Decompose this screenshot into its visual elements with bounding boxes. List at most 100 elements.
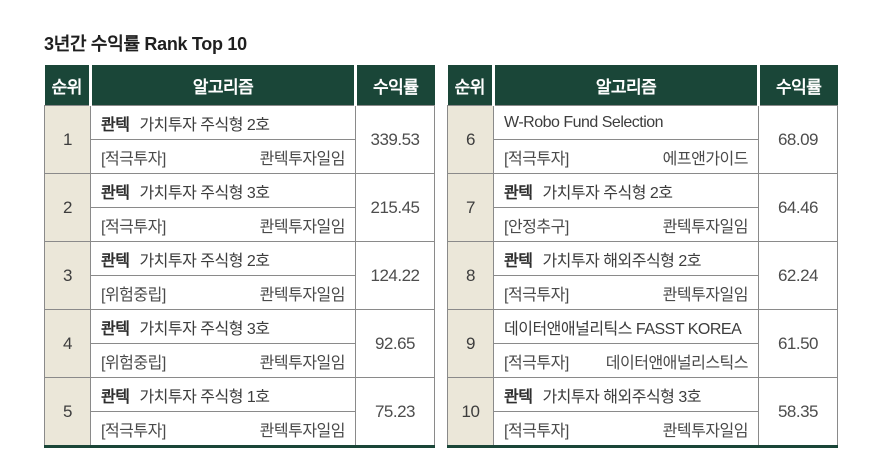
algorithm-detail-cell: [적극투자] 콴텍투자일임 (493, 411, 759, 447)
brand-label: 콴텍 (101, 388, 130, 406)
col-header-algorithm: 알고리즘 (492, 65, 759, 106)
brand-label: 콴텍 (101, 320, 130, 338)
algorithm-name-cell: 콴텍 가치투자 주식형 2호 (90, 241, 356, 276)
rank-cell: 6 (447, 105, 494, 174)
brand-label: 콴텍 (101, 116, 130, 134)
col-header-return: 수익률 (757, 65, 838, 106)
col-header-rank: 순위 (44, 65, 91, 106)
table-row: 9 데이터앤애널리틱스 FASST KOREA 61.50 (447, 309, 838, 378)
fund-name: 가치투자 주식형 2호 (139, 252, 270, 270)
return-value-cell: 68.09 (758, 105, 838, 174)
fund-name: 가치투자 주식형 3호 (139, 320, 270, 338)
col-header-rank: 순위 (447, 65, 494, 106)
provider-label: 콴텍투자일임 (259, 286, 346, 304)
table-row: 7 콴텍 가치투자 주식형 2호 64.46 (447, 173, 838, 242)
rank-cell: 10 (447, 377, 494, 447)
fund-name: 가치투자 주식형 3호 (139, 184, 270, 202)
rank-cell: 8 (447, 241, 494, 310)
brand-label: 콴텍 (101, 184, 130, 202)
rank-cell: 5 (44, 377, 91, 447)
provider-label: 콴텍투자일임 (662, 218, 749, 236)
return-value-cell: 58.35 (758, 377, 838, 447)
algorithm-detail-cell: [적극투자] 콴텍투자일임 (90, 207, 356, 242)
algorithm-name-cell: 콴텍 가치투자 주식형 3호 (90, 173, 356, 208)
provider-label: 콴텍투자일임 (259, 218, 346, 236)
rank-cell: 9 (447, 309, 494, 378)
table-row: 1 콴텍 가치투자 주식형 2호 339.53 (44, 105, 435, 174)
risk-type-label: [안정추구] (504, 218, 569, 236)
fund-name: 가치투자 해외주식형 2호 (542, 252, 701, 270)
provider-label: 콴텍투자일임 (662, 422, 749, 440)
algorithm-detail-cell: [적극투자] 콴텍투자일임 (90, 411, 356, 447)
fund-name: 데이터앤애널리틱스 FASST KOREA (504, 320, 742, 338)
table-row: 3 콴텍 가치투자 주식형 2호 124.22 (44, 241, 435, 310)
risk-type-label: [위험중립] (101, 286, 166, 304)
risk-type-label: [적극투자] (101, 218, 166, 236)
table-row-detail: [적극투자] 데이터앤애널리스틱스 (448, 343, 838, 378)
fund-name: 가치투자 주식형 1호 (139, 388, 270, 406)
algorithm-name-cell: 콴텍 가치투자 주식형 2호 (493, 173, 759, 208)
table-row: 8 콴텍 가치투자 해외주식형 2호 62.24 (447, 241, 838, 310)
algorithm-detail-cell: [적극투자] 에프앤가이드 (493, 139, 759, 174)
algorithm-detail-cell: [위험중립] 콴텍투자일임 (90, 275, 356, 310)
algorithm-name-cell: W-Robo Fund Selection (493, 105, 759, 140)
rank-table-left: 순위 알고리즘 수익률 1 콴텍 가치투자 주식형 2호 339.53 [적극투자… (44, 65, 435, 448)
table-row: 10 콴텍 가치투자 해외주식형 3호 58.35 (447, 377, 838, 447)
fund-name: 가치투자 해외주식형 3호 (542, 388, 701, 406)
brand-label: 콴텍 (101, 252, 130, 270)
table-row: 6 W-Robo Fund Selection 68.09 (447, 105, 838, 174)
algorithm-detail-cell: [적극투자] 콴텍투자일임 (90, 139, 356, 174)
return-value-cell: 92.65 (355, 309, 435, 378)
provider-label: 에프앤가이드 (662, 150, 749, 168)
rank-cell: 1 (44, 105, 91, 174)
algorithm-name-cell: 콴텍 가치투자 해외주식형 2호 (493, 241, 759, 276)
header-row: 순위 알고리즘 수익률 (447, 65, 838, 106)
rank-tables: 순위 알고리즘 수익률 1 콴텍 가치투자 주식형 2호 339.53 [적극투자… (44, 65, 838, 448)
return-value-cell: 124.22 (355, 241, 435, 310)
col-header-return: 수익률 (354, 65, 435, 106)
table-row-detail: [적극투자] 콴텍투자일임 (45, 139, 435, 174)
return-value-cell: 62.24 (758, 241, 838, 310)
fund-name: W-Robo Fund Selection (504, 113, 664, 131)
table-row-detail: [위험중립] 콴텍투자일임 (45, 343, 435, 378)
header-row: 순위 알고리즘 수익률 (44, 65, 435, 106)
table-row-detail: [적극투자] 콴텍투자일임 (448, 411, 838, 447)
algorithm-detail-cell: [위험중립] 콴텍투자일임 (90, 343, 356, 378)
risk-type-label: [적극투자] (504, 422, 569, 440)
rank-cell: 7 (447, 173, 494, 242)
table-row-detail: [적극투자] 에프앤가이드 (448, 139, 838, 174)
risk-type-label: [적극투자] (504, 286, 569, 304)
risk-type-label: [적극투자] (504, 354, 569, 372)
page-title: 3년간 수익률 Rank Top 10 (44, 34, 247, 54)
provider-label: 콴텍투자일임 (259, 354, 346, 372)
risk-type-label: [적극투자] (504, 150, 569, 168)
provider-label: 데이터앤애널리스틱스 (605, 354, 749, 372)
rank-cell: 4 (44, 309, 91, 378)
rank-cell: 3 (44, 241, 91, 310)
return-value-cell: 215.45 (355, 173, 435, 242)
algorithm-detail-cell: [안정추구] 콴텍투자일임 (493, 207, 759, 242)
algorithm-name-cell: 데이터앤애널리틱스 FASST KOREA (493, 309, 759, 344)
fund-name: 가치투자 주식형 2호 (542, 184, 673, 202)
table-row: 5 콴텍 가치투자 주식형 1호 75.23 (44, 377, 435, 447)
table-row: 2 콴텍 가치투자 주식형 3호 215.45 (44, 173, 435, 242)
provider-label: 콴텍투자일임 (662, 286, 749, 304)
content-area: 3년간 수익률 Rank Top 10 순위 알고리즘 수익률 1 콴텍 가치투자… (44, 30, 838, 448)
algorithm-detail-cell: [적극투자] 콴텍투자일임 (493, 275, 759, 310)
algorithm-name-cell: 콴텍 가치투자 주식형 1호 (90, 377, 356, 412)
return-value-cell: 75.23 (355, 377, 435, 447)
algorithm-detail-cell: [적극투자] 데이터앤애널리스틱스 (493, 343, 759, 378)
fund-name: 가치투자 주식형 2호 (139, 116, 270, 134)
brand-label: 콴텍 (504, 388, 533, 406)
rank-cell: 2 (44, 173, 91, 242)
risk-type-label: [적극투자] (101, 150, 166, 168)
return-value-cell: 64.46 (758, 173, 838, 242)
table-row-detail: [안정추구] 콴텍투자일임 (448, 207, 838, 242)
algorithm-name-cell: 콴텍 가치투자 주식형 2호 (90, 105, 356, 140)
provider-label: 콴텍투자일임 (259, 422, 346, 440)
brand-label: 콴텍 (504, 184, 533, 202)
return-value-cell: 339.53 (355, 105, 435, 174)
algorithm-name-cell: 콴텍 가치투자 해외주식형 3호 (493, 377, 759, 412)
risk-type-label: [위험중립] (101, 354, 166, 372)
provider-label: 콴텍투자일임 (259, 150, 346, 168)
